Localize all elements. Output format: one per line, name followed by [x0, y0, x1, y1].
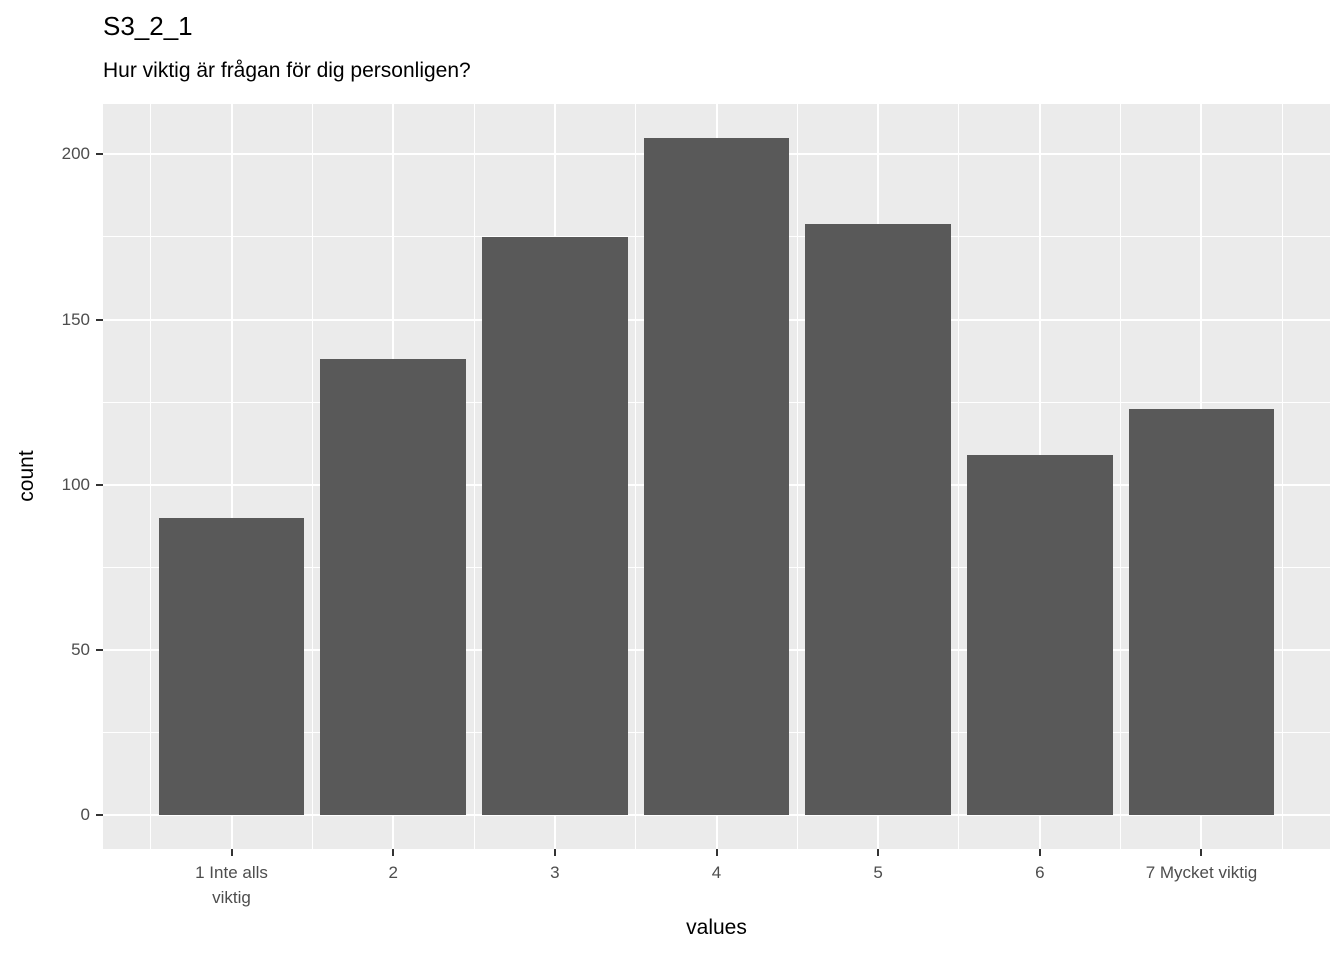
- bar-category-6: [967, 455, 1113, 816]
- bar-category-5: [805, 223, 951, 816]
- plot-subtitle: Hur viktig är frågan för dig personligen…: [103, 59, 471, 82]
- y-tick-mark: [96, 814, 103, 817]
- x-tick-mark: [1038, 849, 1041, 856]
- plot-title: S3_2_1: [103, 11, 193, 41]
- x-major-gridline: [230, 104, 233, 849]
- x-tick-mark: [715, 849, 718, 856]
- y-tick-mark: [96, 483, 103, 486]
- x-axis-title: values: [686, 916, 747, 939]
- x-tick-label: 7 Mycket viktig: [1145, 863, 1258, 882]
- x-tick-label: 5: [873, 863, 883, 882]
- x-tick-mark: [230, 849, 233, 856]
- bar-category-7: [1128, 408, 1275, 816]
- x-tick-mark: [877, 849, 880, 856]
- x-tick-label: 4: [711, 863, 722, 882]
- x-minor-gridline: [1281, 104, 1283, 849]
- x-minor-gridline: [958, 104, 960, 849]
- y-tick-label: 50: [71, 639, 90, 659]
- x-minor-gridline: [635, 104, 637, 849]
- x-minor-gridline: [311, 104, 313, 849]
- plot-panel: [103, 104, 1330, 849]
- y-axis-title: count: [15, 450, 38, 502]
- bar-category-2: [320, 359, 466, 816]
- bar-category-4: [643, 137, 790, 816]
- x-tick-mark: [392, 849, 395, 856]
- x-tick-label: 6: [1035, 863, 1045, 882]
- x-minor-gridline: [796, 104, 798, 849]
- x-tick-mark: [1200, 849, 1203, 856]
- y-tick-mark: [96, 153, 103, 156]
- y-tick-label: 100: [61, 474, 90, 494]
- x-minor-gridline: [1120, 104, 1122, 849]
- x-tick-label: 2: [388, 863, 398, 882]
- x-minor-gridline: [150, 104, 152, 849]
- x-tick-label: 1 Inte alls viktig: [195, 863, 268, 907]
- y-tick-label: 0: [80, 805, 90, 825]
- y-tick-label: 200: [61, 144, 90, 164]
- y-tick-mark: [96, 648, 103, 651]
- x-minor-gridline: [473, 104, 475, 849]
- x-tick-mark: [553, 849, 556, 856]
- y-tick-mark: [96, 318, 103, 321]
- bar-category-3: [482, 236, 628, 816]
- bar-category-1: [158, 517, 305, 816]
- y-tick-label: 150: [61, 309, 90, 329]
- x-tick-label: 3: [550, 863, 560, 882]
